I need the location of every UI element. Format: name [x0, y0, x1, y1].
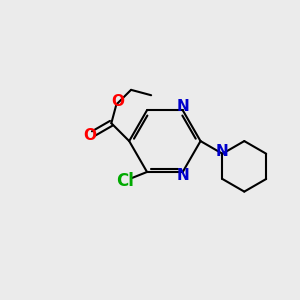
Text: N: N	[176, 99, 189, 114]
Text: N: N	[176, 168, 189, 183]
Text: N: N	[216, 144, 229, 159]
Text: O: O	[83, 128, 96, 142]
Text: Cl: Cl	[116, 172, 134, 190]
Text: O: O	[111, 94, 124, 109]
